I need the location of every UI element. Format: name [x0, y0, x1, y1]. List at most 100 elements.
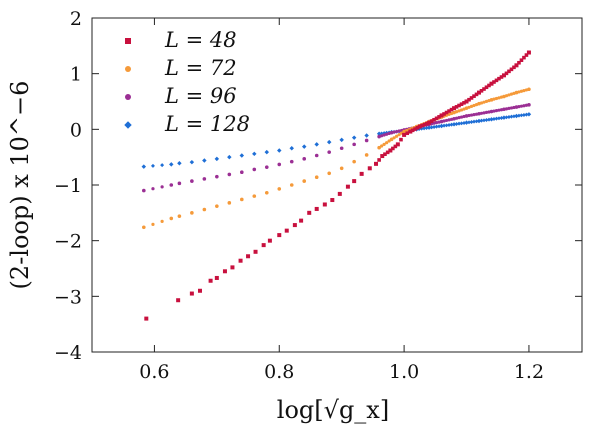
data-point	[434, 124, 439, 129]
data-point	[253, 249, 258, 254]
y-tick-label: 2	[70, 8, 82, 30]
data-point	[397, 129, 401, 133]
chart-marks	[141, 50, 532, 321]
data-point	[467, 113, 471, 118]
data-point	[459, 108, 464, 112]
x-tick-label: 0.8	[264, 361, 294, 383]
data-point	[189, 291, 194, 296]
data-point	[444, 123, 449, 128]
data-point	[322, 202, 327, 207]
data-point	[392, 130, 396, 134]
data-point	[434, 121, 439, 125]
data-point	[451, 122, 457, 127]
data-point	[444, 118, 449, 123]
data-point	[439, 123, 444, 129]
data-point	[489, 117, 494, 122]
data-point	[277, 233, 282, 238]
data-point	[326, 139, 332, 145]
data-point	[494, 78, 499, 83]
data-point	[499, 75, 504, 79]
data-point	[264, 149, 270, 155]
data-point	[214, 156, 220, 162]
data-point	[302, 157, 307, 161]
data-point	[482, 87, 486, 91]
data-point	[277, 187, 282, 191]
data-point	[215, 204, 219, 208]
data-point	[142, 188, 146, 193]
data-point	[504, 71, 509, 76]
data-point	[364, 153, 369, 157]
data-point	[509, 92, 514, 96]
data-point	[432, 117, 436, 122]
data-point	[176, 298, 181, 303]
data-point	[501, 73, 506, 78]
data-point	[429, 119, 434, 124]
data-point	[509, 67, 514, 72]
data-point	[144, 316, 149, 321]
data-point	[240, 197, 244, 202]
data-point	[474, 119, 479, 124]
data-point	[420, 123, 424, 128]
data-point	[519, 89, 524, 93]
y-tick-label: −4	[54, 342, 82, 364]
data-point	[387, 139, 391, 143]
data-point	[377, 145, 381, 150]
data-point	[151, 187, 155, 191]
data-point	[479, 89, 484, 93]
data-point	[160, 185, 164, 189]
data-point	[397, 133, 401, 137]
data-point	[389, 137, 394, 142]
data-point	[437, 115, 441, 119]
data-point	[177, 214, 182, 218]
data-point	[484, 99, 489, 103]
data-point	[169, 162, 174, 167]
data-point	[314, 153, 319, 158]
data-point	[497, 96, 501, 100]
data-point	[392, 136, 396, 140]
data-point	[459, 102, 464, 106]
data-point	[442, 123, 447, 128]
data-point	[439, 119, 444, 124]
data-point	[467, 97, 471, 102]
data-point	[415, 126, 420, 130]
data-point	[452, 116, 456, 121]
data-point	[289, 146, 294, 151]
data-point	[521, 112, 526, 117]
data-point	[314, 142, 319, 147]
data-point	[227, 201, 232, 205]
data-point	[222, 269, 227, 274]
data-point	[197, 288, 202, 293]
data-point	[395, 134, 399, 138]
data-point	[214, 275, 219, 280]
data-point	[519, 58, 524, 62]
data-point	[497, 76, 501, 81]
data-point	[467, 120, 472, 125]
data-point	[239, 153, 245, 158]
data-point	[454, 110, 459, 114]
data-point	[494, 109, 499, 113]
y-tick-label: −3	[54, 286, 82, 308]
data-point	[277, 148, 282, 153]
data-point	[467, 105, 471, 109]
data-point	[464, 99, 469, 104]
data-point	[424, 121, 429, 126]
data-point	[417, 124, 422, 129]
data-point	[252, 194, 257, 198]
data-point	[519, 113, 524, 118]
data-point	[252, 151, 257, 157]
data-point	[189, 159, 195, 165]
data-point	[169, 183, 174, 187]
y-tick-label: 0	[70, 119, 82, 141]
data-point	[238, 258, 243, 263]
data-point	[177, 161, 182, 166]
data-point	[472, 113, 476, 117]
legend-label: L = 96	[164, 84, 237, 108]
data-point	[339, 137, 344, 143]
data-point	[413, 127, 417, 131]
data-point	[395, 142, 400, 147]
data-point	[492, 97, 496, 101]
data-point	[393, 144, 398, 149]
data-point	[215, 174, 219, 179]
data-point	[264, 165, 269, 169]
y-axis-label: (2-loop) x 10^−6	[6, 81, 34, 290]
